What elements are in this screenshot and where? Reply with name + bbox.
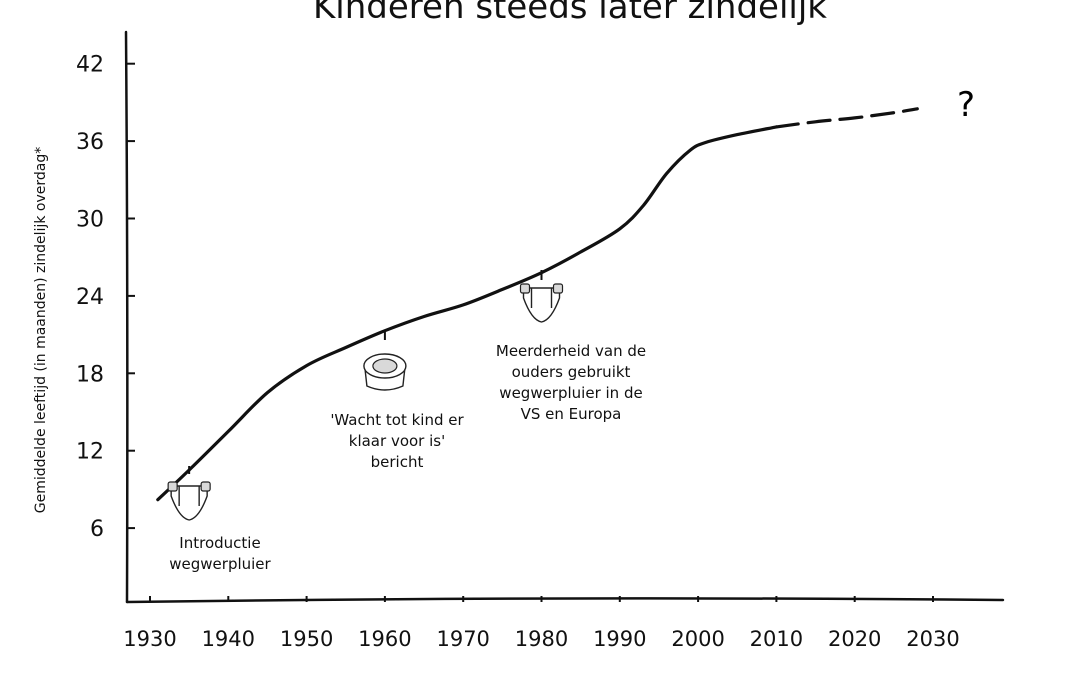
- y-axis-label: Gemiddelde leeftijd (in maanden) zindeli…: [33, 147, 49, 513]
- annotation-text-line: bericht: [371, 453, 424, 471]
- annotation-3: Meerderheid van de ouders gebruikt wegwerp…: [496, 270, 646, 423]
- y-tick-label: 12: [76, 440, 104, 465]
- potty-icon: [363, 353, 407, 391]
- x-tick-label: 1930: [123, 627, 176, 651]
- y-tick-label: 42: [76, 53, 104, 78]
- annotation-text-line: 'Wacht tot kind er: [330, 411, 464, 429]
- annotation-text-line: wegwerpluier in de: [499, 384, 642, 402]
- annotation-text-line: ouders gebruikt: [512, 363, 631, 381]
- x-axis-ticks: 1930 1940 1950 1960 1970 1980 1990 2000 2010 2020…: [123, 596, 960, 651]
- y-tick-label: 30: [76, 208, 104, 233]
- x-tick-label: 2000: [671, 627, 724, 651]
- annotation-1: Introductie wegwerpluier: [167, 466, 272, 573]
- x-tick-label: 2020: [828, 627, 881, 651]
- x-tick-label: 1950: [280, 627, 333, 651]
- series-layer: [156, 107, 919, 502]
- annotation-text-line: Meerderheid van de: [496, 342, 646, 360]
- x-tick-label: 1940: [202, 627, 255, 651]
- annotation-2: 'Wacht tot kind er klaar voor is' bericht: [330, 330, 464, 471]
- future-question-mark: ?: [957, 85, 975, 125]
- diaper-icon: [519, 283, 564, 323]
- y-tick-label: 24: [76, 285, 104, 310]
- x-axis-line: [125, 597, 1005, 604]
- y-axis-ticks: 6 12 18 24 30 36 42: [76, 53, 135, 542]
- diaper-icon: [167, 481, 211, 521]
- x-tick-label: 1990: [593, 627, 646, 651]
- annotation-text-line: wegwerpluier: [169, 555, 271, 573]
- x-tick-label: 2030: [906, 627, 959, 651]
- annotation-text-line: VS en Europa: [521, 405, 622, 423]
- x-tick-label: 1960: [358, 627, 411, 651]
- annotation-text-line: klaar voor is': [349, 432, 445, 450]
- y-tick-label: 6: [90, 517, 104, 542]
- x-tick-label: 1970: [436, 627, 489, 651]
- x-tick-label: 2010: [750, 627, 803, 651]
- trend-line: [156, 125, 778, 502]
- projection-line: [774, 107, 919, 129]
- x-tick-label: 1980: [515, 627, 568, 651]
- chart-title: Kinderen steeds later zindelijk: [313, 0, 827, 27]
- annotation-layer: Introductie wegwerpluier 'Wacht tot kind e…: [167, 270, 646, 573]
- y-axis-line: [124, 30, 129, 604]
- annotation-text-line: Introductie: [179, 534, 260, 552]
- y-tick-label: 36: [76, 130, 104, 155]
- y-tick-label: 18: [76, 362, 104, 387]
